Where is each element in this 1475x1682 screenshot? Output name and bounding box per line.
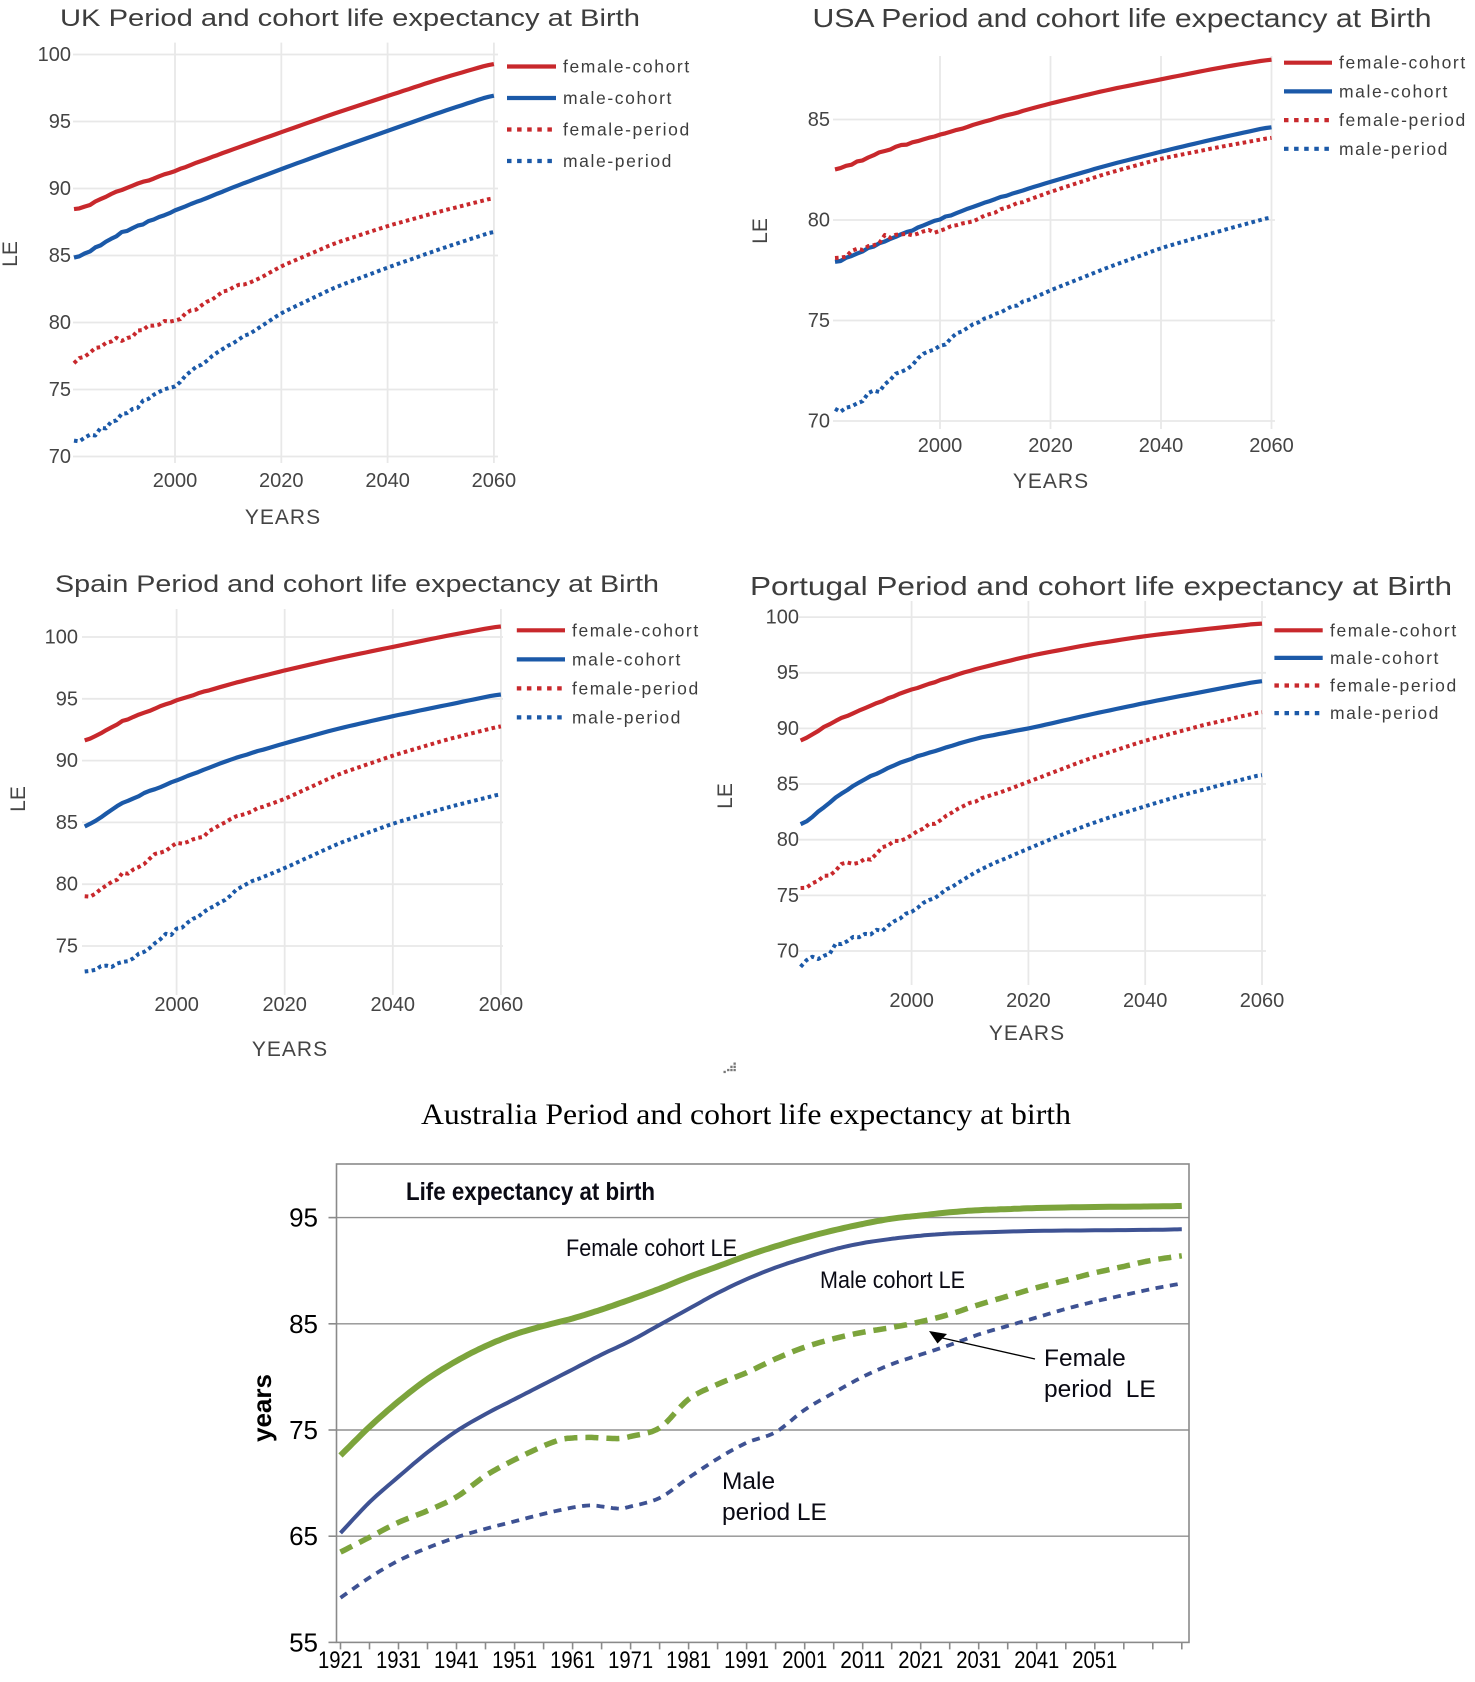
svg-text:1961: 1961 <box>550 1647 595 1674</box>
svg-text:2000: 2000 <box>918 435 963 457</box>
svg-text:2051: 2051 <box>1072 1647 1117 1674</box>
svg-text:Australia Period and cohort li: Australia Period and cohort life expecta… <box>421 1098 1071 1131</box>
svg-text:YEARS: YEARS <box>245 506 321 529</box>
svg-text:YEARS: YEARS <box>252 1038 328 1061</box>
svg-text:70: 70 <box>808 411 830 433</box>
svg-text:LE: LE <box>714 783 737 809</box>
svg-text:95: 95 <box>777 662 799 684</box>
svg-text:1941: 1941 <box>434 1647 479 1674</box>
svg-text:100: 100 <box>766 607 799 629</box>
svg-text:2040: 2040 <box>1139 435 1184 457</box>
svg-text:75: 75 <box>777 885 799 907</box>
svg-text:2040: 2040 <box>371 994 416 1016</box>
svg-text:female-cohort: female-cohort <box>572 620 700 640</box>
svg-text:Male cohort LE: Male cohort LE <box>820 1267 965 1294</box>
svg-text:male-period: male-period <box>1330 703 1440 723</box>
svg-text:65: 65 <box>289 1521 318 1551</box>
svg-text:male-cohort: male-cohort <box>572 649 682 669</box>
svg-text:70: 70 <box>49 446 71 468</box>
svg-text:2020: 2020 <box>259 470 304 492</box>
svg-text:2000: 2000 <box>154 994 199 1016</box>
svg-text:2040: 2040 <box>1123 990 1168 1012</box>
svg-text:female-period: female-period <box>572 678 700 698</box>
svg-text:1951: 1951 <box>492 1647 537 1674</box>
svg-text:2020: 2020 <box>1006 990 1051 1012</box>
svg-text:1931: 1931 <box>376 1647 421 1674</box>
svg-text:2060: 2060 <box>1240 990 1285 1012</box>
svg-text:Life expectancy at birth: Life expectancy at birth <box>406 1178 655 1206</box>
svg-text:years: years <box>247 1374 277 1442</box>
svg-text:2000: 2000 <box>153 470 198 492</box>
svg-text:85: 85 <box>777 774 799 796</box>
svg-text:95: 95 <box>49 111 71 133</box>
svg-text:55: 55 <box>289 1627 318 1657</box>
svg-text:80: 80 <box>49 312 71 334</box>
svg-text:male-cohort: male-cohort <box>1330 648 1440 668</box>
svg-text:male-cohort: male-cohort <box>563 88 673 108</box>
svg-text:Portugal Period and cohort lif: Portugal Period and cohort life expectan… <box>750 571 1452 601</box>
svg-text:90: 90 <box>49 178 71 200</box>
svg-text:2001: 2001 <box>782 1647 827 1674</box>
svg-text:85: 85 <box>49 245 71 267</box>
svg-text:90: 90 <box>56 750 78 772</box>
svg-text:female-period: female-period <box>1330 676 1458 696</box>
svg-text:LE: LE <box>7 786 30 812</box>
svg-text:75: 75 <box>49 379 71 401</box>
svg-text:80: 80 <box>777 829 799 851</box>
svg-text:85: 85 <box>289 1309 318 1339</box>
svg-text:YEARS: YEARS <box>1013 470 1089 493</box>
svg-text:2020: 2020 <box>1028 435 1073 457</box>
svg-text:85: 85 <box>56 812 78 834</box>
svg-text:Female: Female <box>1044 1345 1126 1372</box>
svg-text:2060: 2060 <box>472 470 517 492</box>
svg-text:2060: 2060 <box>479 994 524 1016</box>
svg-text:period LE: period LE <box>1044 1376 1156 1403</box>
svg-text:75: 75 <box>808 310 830 332</box>
svg-text:YEARS: YEARS <box>989 1022 1065 1045</box>
svg-text:2031: 2031 <box>956 1647 1001 1674</box>
svg-text:USA Period and cohort life exp: USA Period and cohort life expectancy at… <box>813 3 1432 33</box>
svg-text:male-cohort: male-cohort <box>1339 81 1449 101</box>
svg-text:female-period: female-period <box>1339 110 1467 130</box>
svg-text:70: 70 <box>777 941 799 963</box>
svg-text:1921: 1921 <box>318 1647 363 1674</box>
svg-text:1981: 1981 <box>666 1647 711 1674</box>
svg-text:male-period: male-period <box>563 151 673 171</box>
svg-text:female-cohort: female-cohort <box>1339 53 1467 73</box>
svg-text:2000: 2000 <box>889 990 934 1012</box>
svg-text:80: 80 <box>56 874 78 896</box>
svg-text:100: 100 <box>45 627 78 649</box>
svg-text:female-cohort: female-cohort <box>1330 620 1458 640</box>
svg-text:2011: 2011 <box>840 1647 885 1674</box>
svg-text:95: 95 <box>289 1203 318 1233</box>
svg-text:Male: Male <box>722 1468 775 1495</box>
svg-text:Spain Period and cohort life e: Spain Period and cohort life expectancy … <box>55 571 659 598</box>
svg-text:male-period: male-period <box>1339 139 1449 159</box>
svg-text:LE: LE <box>749 218 772 244</box>
svg-text:female-cohort: female-cohort <box>563 57 691 77</box>
svg-text:2041: 2041 <box>1014 1647 1059 1674</box>
svg-text:80: 80 <box>808 210 830 232</box>
svg-text:1971: 1971 <box>608 1647 653 1674</box>
svg-text:75: 75 <box>289 1415 318 1445</box>
svg-text:2020: 2020 <box>262 994 307 1016</box>
svg-text:period LE: period LE <box>722 1499 827 1526</box>
svg-text:90: 90 <box>777 718 799 740</box>
svg-text:2060: 2060 <box>1249 435 1294 457</box>
svg-text:95: 95 <box>56 688 78 710</box>
svg-text:male-period: male-period <box>572 707 682 727</box>
svg-text:100: 100 <box>38 44 71 66</box>
svg-text:female-period: female-period <box>563 120 691 140</box>
svg-text:UK Period and cohort life expe: UK Period and cohort life expectancy at … <box>60 5 640 32</box>
svg-text:1991: 1991 <box>724 1647 769 1674</box>
svg-text:LE: LE <box>0 241 22 267</box>
svg-text:2021: 2021 <box>898 1647 943 1674</box>
svg-text:75: 75 <box>56 936 78 958</box>
svg-text:85: 85 <box>808 109 830 131</box>
svg-text:2040: 2040 <box>365 470 410 492</box>
svg-text:Female cohort LE: Female cohort LE <box>566 1235 737 1262</box>
